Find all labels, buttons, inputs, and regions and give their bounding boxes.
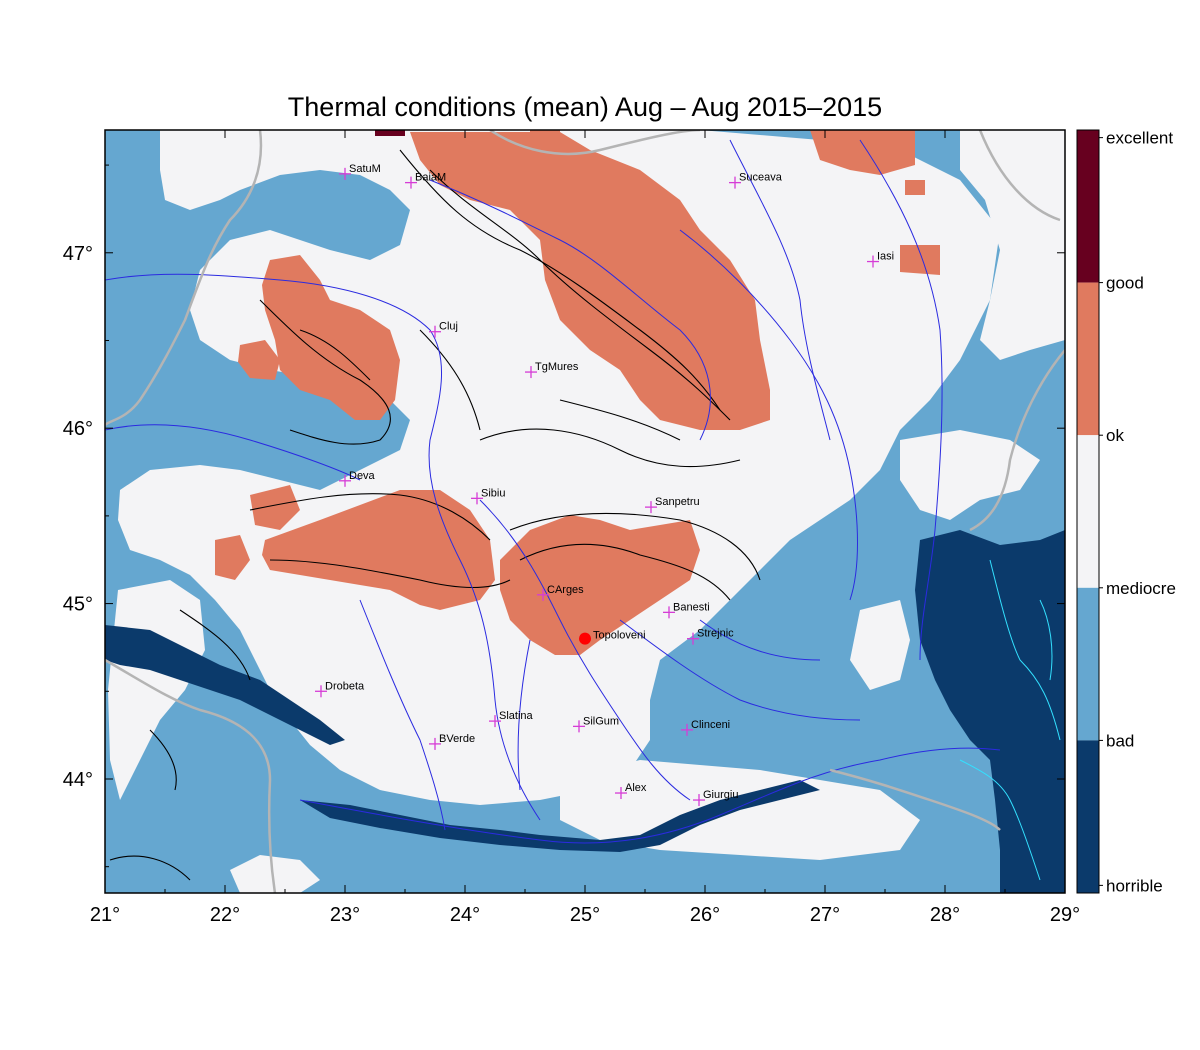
highlight-city-label: Topoloveni [593, 630, 646, 642]
ok-region [900, 430, 1040, 520]
good-region [410, 132, 770, 430]
city-marker: Strejnic [687, 628, 734, 645]
ok-region [850, 600, 910, 690]
city-label: CArges [547, 584, 584, 596]
city-label: SilGum [583, 715, 619, 727]
city-marker: Giurgiu [693, 789, 738, 807]
lon-tick-label: 21° [90, 904, 120, 926]
city-marker: Iasi [867, 251, 894, 268]
good-region [905, 180, 925, 195]
city-marker: TgMures [525, 361, 579, 379]
legend-label: excellent [1106, 129, 1173, 148]
good-region [530, 130, 560, 138]
city-marker: SilGum [573, 715, 619, 733]
lon-tick-label: 26° [690, 904, 720, 926]
city-marker: Suceava [729, 172, 783, 189]
lon-tick-label: 29° [1050, 904, 1080, 926]
city-marker: SatuM [339, 163, 381, 180]
lat-tick-label: 44° [63, 769, 93, 791]
city-marker: Banesti [663, 601, 710, 619]
city-label: Strejnic [697, 628, 734, 640]
lat-tick-label: 45° [63, 594, 93, 616]
city-label: Suceava [739, 172, 783, 184]
lon-tick-label: 23° [330, 904, 360, 926]
ok-region [118, 130, 1000, 805]
rivers [105, 139, 1001, 844]
city-label: TgMures [535, 361, 579, 373]
good-region [810, 130, 915, 175]
city-marker: Cluj [429, 321, 458, 338]
city-label: BVerde [439, 733, 475, 745]
highlight-city: Topoloveni [579, 630, 646, 645]
colorbar-segment [1077, 740, 1099, 893]
country-borders [105, 130, 1065, 893]
city-label: Clinceni [691, 719, 730, 731]
city-marker: Sibiu [471, 487, 505, 505]
city-label: Deva [349, 470, 376, 482]
good-region [250, 485, 300, 530]
city-label: Cluj [439, 321, 458, 333]
city-label: Alex [625, 782, 647, 794]
legend-label: good [1106, 274, 1144, 293]
colorbar-segment [1077, 587, 1099, 741]
lat-tick-label: 47° [63, 243, 93, 265]
city-markers: SatuM BaiaM Suceava Iasi Cluj TgMures Deva Sibi… [315, 163, 894, 807]
axis-ticks: 21° 22° 23° 24° 25° 26° 27° 28° 29° 44° 45° 46° 47° [63, 130, 1080, 926]
lon-tick-label: 24° [450, 904, 480, 926]
good-region [238, 340, 280, 380]
good-region [900, 245, 940, 275]
excellent-region [375, 130, 405, 136]
lat-tick-label: 46° [63, 418, 93, 440]
ok-region [960, 130, 1065, 360]
city-label: Sibiu [481, 487, 505, 499]
map-area [105, 130, 1065, 893]
lon-tick-label: 27° [810, 904, 840, 926]
city-marker: BaiaM [405, 172, 446, 189]
highlight-city-dot [579, 632, 591, 645]
city-marker: Drobeta [315, 680, 365, 698]
legend-label: ok [1106, 426, 1124, 445]
city-label: Giurgiu [703, 789, 738, 801]
city-marker: Deva [339, 470, 376, 487]
city-label: Drobeta [325, 680, 365, 692]
horrible-region [300, 780, 820, 852]
colorbar-segment [1077, 282, 1099, 436]
ok-region [230, 855, 320, 893]
city-label: Sanpetru [655, 496, 700, 508]
colorbar-legend: excellent good ok mediocre bad horrible [1076, 129, 1176, 895]
legend-label: mediocre [1106, 579, 1176, 598]
lon-tick-label: 25° [570, 904, 600, 926]
horrible-region [915, 530, 1065, 893]
city-marker: Clinceni [681, 719, 730, 736]
city-marker: Slatina [489, 710, 534, 728]
city-label: BaiaM [415, 172, 446, 184]
coastline [959, 559, 1061, 881]
horrible-region [105, 625, 345, 745]
good-region [262, 490, 495, 610]
legend-label: horrible [1106, 876, 1163, 895]
city-label: SatuM [349, 163, 381, 175]
city-marker: BVerde [429, 733, 475, 750]
colorbar-segment [1077, 435, 1099, 588]
colorbar-frame [1076, 129, 1100, 894]
good-region [215, 535, 250, 580]
good-region [262, 255, 400, 420]
city-label: Iasi [877, 251, 894, 263]
legend-label: bad [1106, 731, 1134, 750]
city-marker: Alex [615, 782, 647, 800]
lon-tick-label: 22° [210, 904, 240, 926]
good-region [500, 515, 700, 655]
city-label: Slatina [499, 710, 534, 722]
city-label: Banesti [673, 601, 710, 613]
map-title: Thermal conditions (mean) Aug – Aug 2015… [287, 92, 883, 122]
relief-contours [109, 149, 761, 881]
colorbar-segment [1077, 130, 1099, 283]
city-marker: CArges [537, 584, 584, 601]
lon-tick-label: 28° [930, 904, 960, 926]
city-marker: Sanpetru [645, 496, 700, 514]
